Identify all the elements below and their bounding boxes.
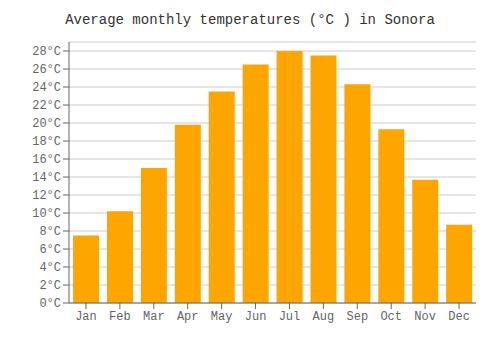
svg-text:20°C: 20°C xyxy=(32,117,61,131)
svg-text:16°C: 16°C xyxy=(32,153,61,167)
svg-text:May: May xyxy=(211,310,233,324)
svg-text:8°C: 8°C xyxy=(39,225,61,239)
svg-text:Aug: Aug xyxy=(313,310,335,324)
svg-text:Dec: Dec xyxy=(448,310,470,324)
svg-text:Jan: Jan xyxy=(75,310,97,324)
svg-text:Nov: Nov xyxy=(414,310,436,324)
svg-text:26°C: 26°C xyxy=(32,63,61,77)
svg-text:24°C: 24°C xyxy=(32,81,61,95)
svg-text:2°C: 2°C xyxy=(39,279,61,293)
svg-text:0°C: 0°C xyxy=(39,297,61,311)
svg-text:18°C: 18°C xyxy=(32,135,61,149)
svg-text:12°C: 12°C xyxy=(32,189,61,203)
svg-text:Jun: Jun xyxy=(245,310,267,324)
svg-text:28°C: 28°C xyxy=(32,45,61,59)
svg-text:Feb: Feb xyxy=(109,310,131,324)
svg-text:4°C: 4°C xyxy=(39,261,61,275)
svg-text:Sep: Sep xyxy=(346,310,368,324)
svg-text:Oct: Oct xyxy=(380,310,402,324)
svg-text:6°C: 6°C xyxy=(39,243,61,257)
svg-text:10°C: 10°C xyxy=(32,207,61,221)
svg-text:Mar: Mar xyxy=(143,310,165,324)
svg-text:Jul: Jul xyxy=(279,310,301,324)
svg-text:22°C: 22°C xyxy=(32,99,61,113)
html-text:Average monthly temperatures (: Average monthly temperatures (°C ) in So… xyxy=(65,12,435,28)
svg-text:Apr: Apr xyxy=(177,310,199,324)
svg-text:14°C: 14°C xyxy=(32,171,61,185)
